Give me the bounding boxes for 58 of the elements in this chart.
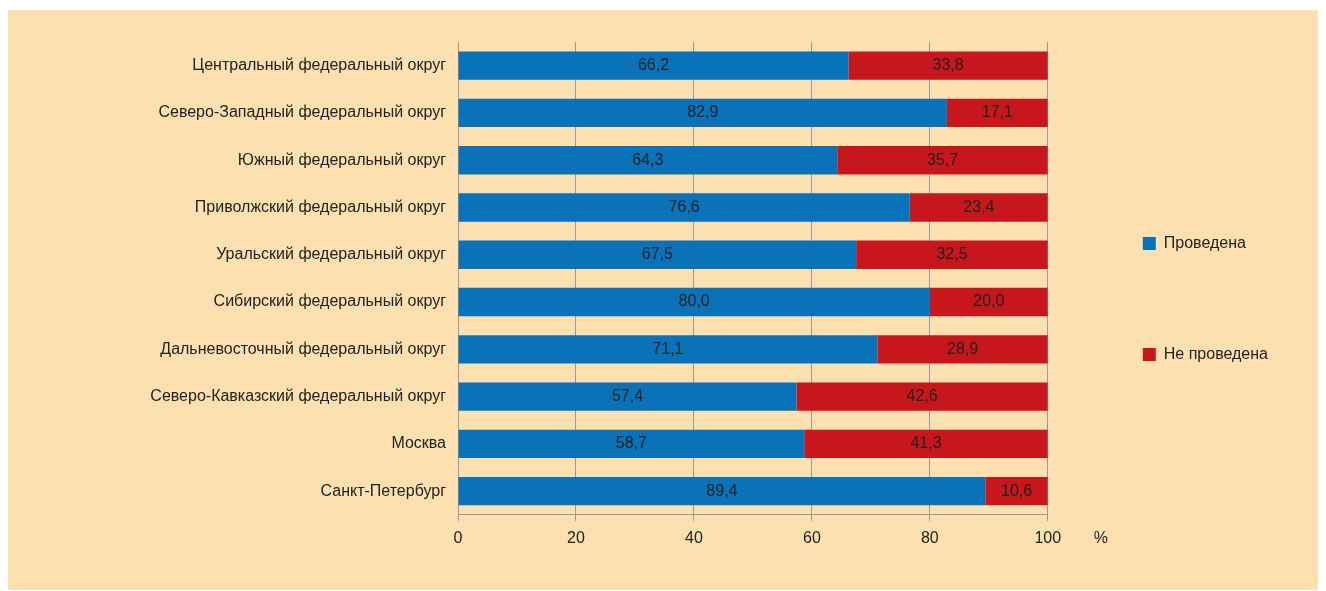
data-label: 32,5	[936, 245, 968, 263]
data-label: 33,8	[932, 56, 964, 74]
bar	[458, 193, 910, 222]
bar	[458, 476, 986, 506]
data-label: 64,3	[632, 150, 664, 168]
y-tick-label: Уральский федеральный округ	[216, 245, 447, 263]
data-label: 28,9	[947, 339, 979, 357]
bar	[458, 382, 797, 411]
data-label: 82,9	[687, 103, 719, 121]
bar	[458, 146, 838, 175]
y-tick-label: Санкт-Петербург	[320, 481, 447, 499]
data-label: 76,6	[668, 197, 700, 215]
y-tick-label: Сибирский федеральный округ	[213, 292, 447, 310]
y-tick-label: Южный федеральный округ	[237, 150, 447, 168]
x-tick-label: 20	[567, 528, 585, 546]
bar	[909, 193, 1048, 222]
y-tick-label: Центральный федеральный округ	[192, 56, 447, 74]
data-label: 20,0	[973, 292, 1005, 310]
bar	[458, 51, 849, 80]
data-label: 17,1	[981, 103, 1014, 121]
bar	[458, 240, 857, 269]
data-label: 67,5	[641, 245, 673, 263]
bar	[877, 335, 1048, 364]
bar	[946, 98, 1048, 128]
bar	[929, 287, 1048, 317]
bar	[848, 51, 1048, 80]
bar	[458, 335, 878, 364]
x-tick-label: 80	[920, 528, 939, 546]
bar	[804, 429, 1048, 459]
data-label: 41,3	[910, 434, 942, 452]
bar	[458, 287, 930, 317]
data-label: 66,2	[637, 56, 670, 74]
bar	[458, 98, 947, 128]
x-tick-label: 60	[802, 528, 821, 546]
bar	[796, 382, 1048, 411]
x-tick-label: 0	[453, 528, 463, 546]
y-tick-label: Северо-Кавказский федеральный округ	[150, 387, 447, 405]
data-label: 71,1	[652, 339, 684, 357]
data-label: 80,0	[678, 292, 710, 310]
legend-label: Проведена	[1163, 233, 1247, 251]
data-label: 58,7	[615, 434, 648, 452]
data-label: 89,4	[706, 481, 738, 499]
x-tick-label: 40	[685, 528, 703, 546]
y-tick-label: Москва	[391, 434, 447, 452]
bar	[837, 146, 1048, 175]
x-tick-label: 100	[1034, 528, 1062, 546]
bar	[458, 429, 805, 459]
data-label: 35,7	[926, 150, 959, 168]
legend-label: Не проведена	[1163, 344, 1269, 362]
data-label: 10,6	[1000, 481, 1033, 499]
y-tick-label: Приволжский федеральный округ	[194, 197, 447, 215]
y-tick-label: Северо-Западный федеральный округ	[158, 103, 447, 121]
bar	[856, 240, 1048, 269]
y-tick-label: Дальневосточный федеральный округ	[160, 339, 447, 357]
data-label: 57,4	[611, 387, 644, 405]
data-label: 42,6	[906, 387, 938, 405]
x-axis-title: %	[1093, 529, 1109, 547]
data-label: 23,4	[963, 197, 995, 215]
